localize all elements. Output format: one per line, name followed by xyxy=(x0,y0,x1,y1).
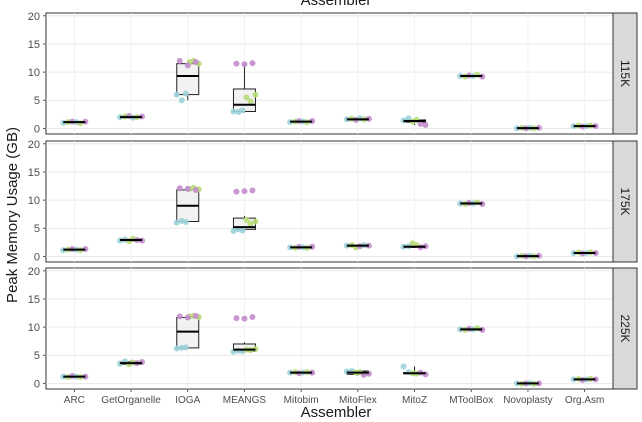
data-point xyxy=(400,363,407,370)
panel-background xyxy=(45,267,614,390)
y-tick-label: 5 xyxy=(34,95,40,107)
facet-strip xyxy=(612,12,638,135)
y-tick-label: 5 xyxy=(34,223,40,235)
data-point xyxy=(230,228,237,235)
y-tick-label: 15 xyxy=(28,167,40,179)
facet-strip-label: 225K xyxy=(618,314,632,342)
data-point xyxy=(178,97,185,104)
data-point xyxy=(192,312,199,319)
data-point xyxy=(184,62,191,69)
data-point xyxy=(241,188,248,195)
data-point xyxy=(230,108,237,115)
facet-strip-label: 175K xyxy=(618,187,632,215)
x-tick-label: MToolBox xyxy=(449,395,493,406)
data-point xyxy=(249,187,256,194)
data-point xyxy=(184,185,191,192)
data-point xyxy=(192,58,199,65)
data-point xyxy=(233,315,240,322)
data-point xyxy=(233,188,240,195)
data-point xyxy=(182,344,189,351)
x-tick-label: MitoZ xyxy=(402,395,427,406)
x-tick-label: Org.Asm xyxy=(565,395,604,406)
data-point xyxy=(192,186,199,193)
y-tick-label: 0 xyxy=(34,123,40,135)
box-body xyxy=(176,317,200,349)
data-point xyxy=(252,91,259,98)
y-tick-label: 10 xyxy=(28,322,40,334)
data-point xyxy=(247,98,254,105)
data-point xyxy=(241,315,248,322)
facet-strip xyxy=(612,267,638,390)
data-point xyxy=(252,218,259,225)
y-tick-label: 10 xyxy=(28,195,40,207)
data-point xyxy=(176,185,183,192)
y-tick-label: 0 xyxy=(34,378,40,390)
data-point xyxy=(247,220,254,227)
data-point xyxy=(243,94,250,101)
x-tick-label: ARC xyxy=(64,395,85,406)
y-tick-label: 10 xyxy=(28,67,40,79)
y-axis-title: Peak Memory Usage (GB) xyxy=(4,127,21,303)
x-tick-label: GetOrganelle xyxy=(101,395,161,406)
data-point xyxy=(241,61,248,68)
y-tick-label: 15 xyxy=(28,39,40,51)
x-tick-label: Mitobim xyxy=(284,395,319,406)
x-tick-label: Novoplasty xyxy=(503,395,552,406)
data-point xyxy=(405,115,412,122)
data-point xyxy=(417,120,424,127)
y-tick-label: 0 xyxy=(34,251,40,263)
data-point xyxy=(239,107,246,114)
x-tick-label: IOGA xyxy=(175,395,200,406)
x-tick-label: MEANGS xyxy=(223,395,267,406)
data-point xyxy=(182,219,189,226)
panel-background xyxy=(45,12,614,135)
facet-strip xyxy=(612,140,638,263)
data-point xyxy=(173,91,180,98)
data-point xyxy=(173,345,180,352)
data-point xyxy=(239,227,246,234)
y-tick-label: 20 xyxy=(28,266,40,278)
panels-layer: 0 5 10 15 20 115K 0 5 10 15 20 175K 0 5 10 15 20 225K ARC G… xyxy=(28,11,638,406)
data-point xyxy=(176,57,183,64)
x-axis-title: Assembler xyxy=(301,404,372,421)
data-point xyxy=(176,313,183,320)
x-tick-label: MitoFlex xyxy=(339,395,377,406)
y-tick-label: 20 xyxy=(28,139,40,151)
y-tick-label: 20 xyxy=(28,11,40,23)
chart-title: Assembler xyxy=(301,0,372,9)
data-point xyxy=(173,219,180,226)
data-point xyxy=(184,314,191,321)
data-point xyxy=(233,60,240,67)
data-point xyxy=(422,121,429,128)
facet-strip-label: 115K xyxy=(618,60,632,87)
data-point xyxy=(243,216,250,223)
y-tick-label: 15 xyxy=(28,294,40,306)
data-point xyxy=(249,313,256,320)
y-tick-label: 5 xyxy=(34,350,40,362)
data-point xyxy=(182,90,189,97)
data-point xyxy=(249,60,256,67)
